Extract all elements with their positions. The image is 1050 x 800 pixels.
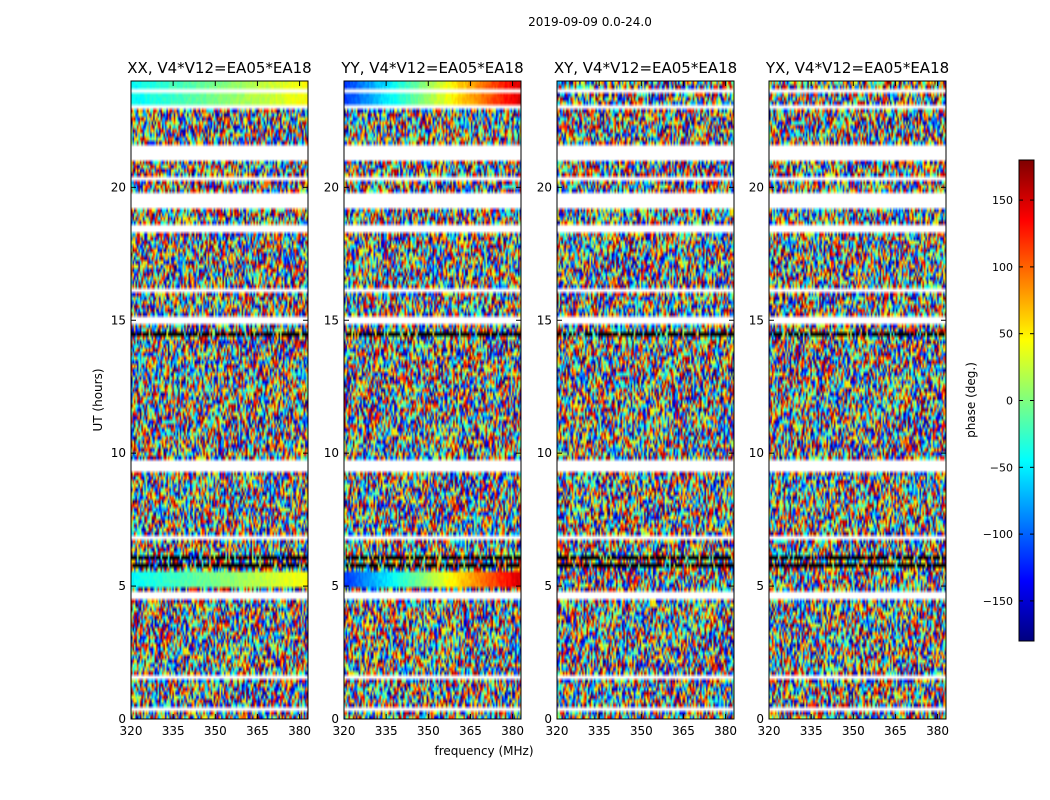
y-tick-label: 0 — [331, 712, 339, 726]
y-tick-label: 0 — [544, 712, 552, 726]
y-tick-label: 15 — [111, 313, 126, 327]
x-tick-label: 320 — [120, 724, 143, 738]
waterfall-image — [769, 81, 946, 719]
x-tick-label: 380 — [714, 724, 737, 738]
y-tick-label: 20 — [749, 180, 764, 194]
y-tick-label: 10 — [749, 446, 764, 460]
colorbar: −150 −100 −50 0 50 100 150 phase (deg.) — [964, 159, 1035, 642]
y-tick-label: 15 — [749, 313, 764, 327]
x-tick-label: 335 — [375, 724, 398, 738]
y-tick-label: 0 — [756, 712, 764, 726]
y-tick-label: 10 — [537, 446, 552, 460]
y-tick-label: 20 — [537, 180, 552, 194]
x-tick-label: 335 — [800, 724, 823, 738]
x-tick-label: 350 — [204, 724, 227, 738]
panel-title: XY, V4*V12=EA05*EA18 — [554, 59, 737, 77]
figure-suptitle: 2019-09-09 0.0-24.0 — [528, 15, 652, 29]
colorbar-tick-label: −50 — [990, 461, 1013, 474]
panel-xy: XY, V4*V12=EA05*EA18 320 335 350 365 380 0 5 10 1… — [537, 59, 737, 738]
waterfall-image — [344, 81, 521, 719]
colorbar-tick-label: 50 — [999, 328, 1013, 341]
x-tick-label: 335 — [162, 724, 185, 738]
colorbar-tick-label: 0 — [1006, 395, 1013, 408]
y-tick-label: 10 — [111, 446, 126, 460]
x-tick-label: 350 — [630, 724, 653, 738]
y-tick-label: 10 — [324, 446, 339, 460]
colorbar-ticks: −150 −100 −50 0 50 100 150 — [983, 194, 1034, 608]
waterfall-image — [131, 81, 308, 719]
colorbar-tick-label: −150 — [983, 595, 1013, 608]
x-tick-label: 350 — [417, 724, 440, 738]
y-tick-label: 5 — [331, 579, 339, 593]
x-tick-label: 380 — [501, 724, 524, 738]
y-tick-label: 20 — [111, 180, 126, 194]
panel-xx: XX, V4*V12=EA05*EA18 320 335 350 365 380 0 5 10 1… — [111, 59, 312, 738]
x-tick-label: 380 — [288, 724, 311, 738]
x-axis-label: frequency (MHz) — [434, 744, 533, 758]
x-tick-label: 350 — [842, 724, 865, 738]
panel-frame — [343, 80, 522, 720]
y-tick-label: 0 — [118, 712, 126, 726]
y-tick-label: 5 — [544, 579, 552, 593]
x-tick-label: 365 — [672, 724, 695, 738]
panel-yx: YX, V4*V12=EA05*EA18 320 335 350 365 380 0 5 10 1… — [749, 59, 949, 738]
panels: XX, V4*V12=EA05*EA18 320 335 350 365 380 0 5 10 1… — [111, 59, 949, 738]
colorbar-tick-label: 150 — [992, 194, 1013, 207]
waterfall-image — [557, 81, 734, 719]
panel-title: YY, V4*V12=EA05*EA18 — [340, 59, 523, 77]
x-tick-label: 335 — [588, 724, 611, 738]
colorbar-label: phase (deg.) — [964, 362, 978, 438]
y-tick-label: 5 — [756, 579, 764, 593]
y-axis-label: UT (hours) — [91, 368, 105, 431]
panel-frame — [130, 80, 309, 720]
y-tick-label: 20 — [324, 180, 339, 194]
x-tick-label: 365 — [459, 724, 482, 738]
y-tick-label: 15 — [324, 313, 339, 327]
colorbar-tick-label: −100 — [983, 528, 1013, 541]
y-tick-label: 5 — [118, 579, 126, 593]
x-tick-label: 320 — [333, 724, 356, 738]
x-tick-label: 320 — [546, 724, 569, 738]
x-tick-label: 320 — [758, 724, 781, 738]
panel-title: XX, V4*V12=EA05*EA18 — [127, 59, 311, 77]
x-tick-label: 380 — [926, 724, 949, 738]
x-tick-label: 365 — [246, 724, 269, 738]
panel-frame — [768, 80, 947, 720]
colorbar-tick-label: 100 — [992, 261, 1013, 274]
panel-yy: YY, V4*V12=EA05*EA18 320 335 350 365 380 0 5 10 1… — [324, 59, 524, 738]
panel-frame — [556, 80, 735, 720]
y-tick-label: 15 — [537, 313, 552, 327]
x-tick-label: 365 — [884, 724, 907, 738]
panel-title: YX, V4*V12=EA05*EA18 — [765, 59, 949, 77]
